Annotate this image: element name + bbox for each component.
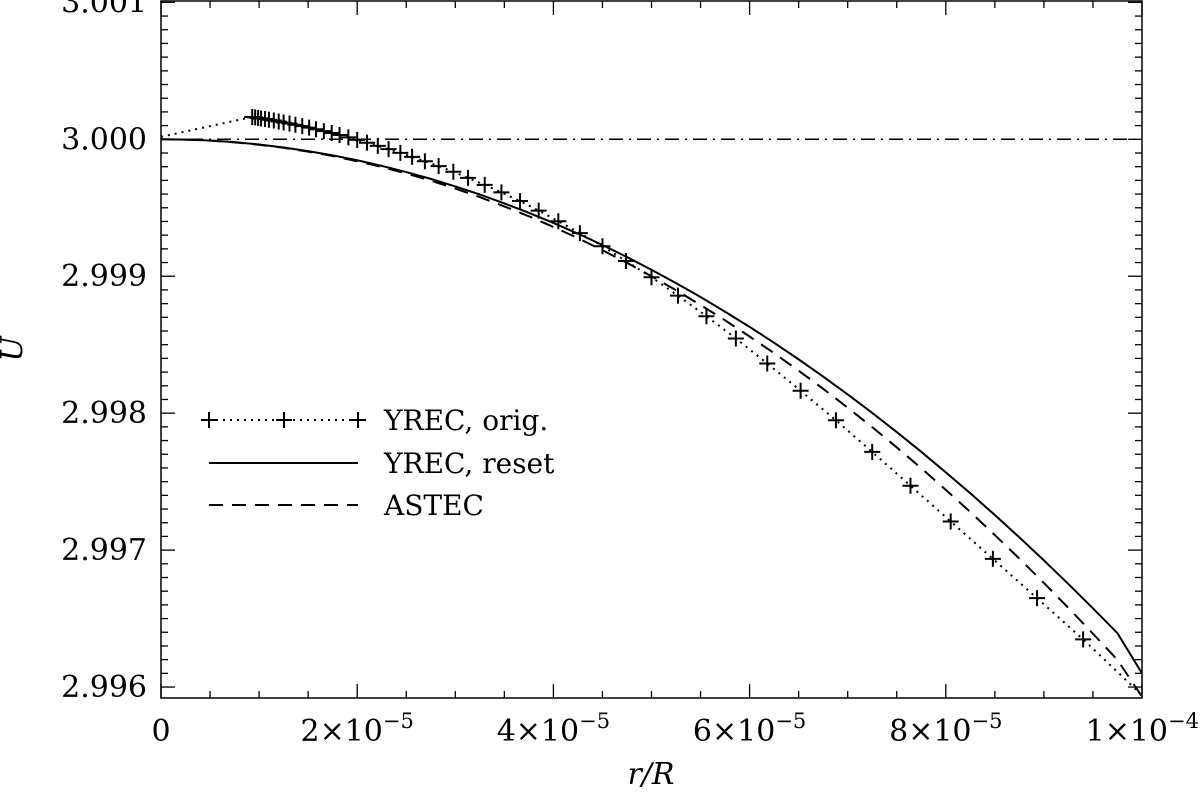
y-axis-label: U (0, 335, 30, 362)
data-point-marker (307, 121, 324, 138)
data-point-marker (864, 443, 881, 460)
data-point-marker (404, 148, 421, 165)
data-point-marker (294, 118, 311, 135)
y-tick-label: 2.996 (61, 670, 147, 705)
data-point-marker (323, 125, 340, 142)
data-point-marker (476, 176, 493, 193)
data-point-marker (493, 184, 510, 201)
x-tick-label: 8×10−5 (889, 709, 1002, 749)
legend-marker-yrec-orig-mid (276, 412, 292, 428)
data-point-marker (698, 308, 715, 325)
x-tick-label: 1×10−4 (1086, 709, 1199, 749)
data-point-marker (392, 144, 409, 161)
y-tick-label: 2.999 (61, 259, 147, 294)
plot-frame (160, 0, 1143, 699)
data-point-marker (643, 269, 660, 286)
legend-label-astec: ASTEC (383, 489, 484, 522)
data-point-marker (792, 382, 809, 399)
data-point-marker (594, 238, 611, 255)
data-point-marker (430, 158, 447, 175)
series-markers (244, 108, 1092, 648)
data-point-marker (727, 330, 744, 347)
data-point-marker (942, 513, 959, 530)
x-tick-label: 4×10−5 (497, 709, 610, 749)
data-point-marker (380, 141, 397, 158)
data-point-marker (315, 123, 332, 140)
y-tick-label: 3.000 (61, 122, 147, 157)
legend-item-yrec-reset: YREC, reset (209, 447, 555, 480)
series-line-yrec-orig (160, 115, 1143, 696)
x-axis-label: r/R (627, 757, 674, 792)
x-tick-label: 2×10−5 (301, 709, 414, 749)
data-point-marker (416, 153, 433, 170)
axis-ticks (160, 1, 1143, 698)
series-lines (160, 115, 1143, 698)
y-tick-label: 3.001 (61, 0, 147, 20)
data-point-marker (984, 550, 1001, 567)
data-point-marker (349, 131, 366, 148)
data-point-marker (340, 129, 357, 146)
y-tick-label: 2.998 (61, 396, 147, 431)
data-point-marker (1029, 590, 1046, 607)
y-tick-label: 2.997 (61, 533, 147, 568)
legend-label-yrec-reset: YREC, reset (383, 447, 555, 480)
data-point-marker (550, 213, 567, 230)
data-point-marker (902, 477, 919, 494)
data-point-marker (331, 127, 348, 144)
legend-marker-yrec-orig-left (201, 412, 217, 428)
data-point-marker (359, 134, 376, 151)
data-point-marker (1075, 631, 1092, 648)
x-tick-label: 6×10−5 (693, 709, 806, 749)
data-point-marker (530, 202, 547, 219)
data-point-marker (512, 193, 529, 210)
data-point-marker (571, 225, 588, 242)
data-point-marker (460, 169, 477, 186)
series-line-astec (160, 138, 1143, 698)
series-line-yrec-reset (160, 138, 1143, 674)
tick-labels: 2.996 2.997 2.998 2.999 3.000 3.001 0 2×10−5 4×1… (61, 0, 1199, 749)
data-point-marker (445, 163, 462, 180)
data-point-marker (759, 355, 776, 372)
legend-marker-yrec-orig-right (350, 412, 366, 428)
legend-item-astec: ASTEC (209, 489, 484, 522)
legend-item-yrec-orig: YREC, orig. (201, 404, 548, 437)
legend: YREC, orig. YREC, reset ASTEC (201, 404, 555, 522)
legend-label-yrec-orig: YREC, orig. (383, 404, 548, 437)
data-point-marker (617, 253, 634, 270)
data-point-marker (669, 287, 686, 304)
data-point-marker (827, 412, 844, 429)
data-point-marker (301, 119, 318, 136)
data-point-marker (287, 116, 304, 133)
x-tick-label: 0 (151, 714, 170, 749)
data-point-marker (369, 137, 386, 154)
